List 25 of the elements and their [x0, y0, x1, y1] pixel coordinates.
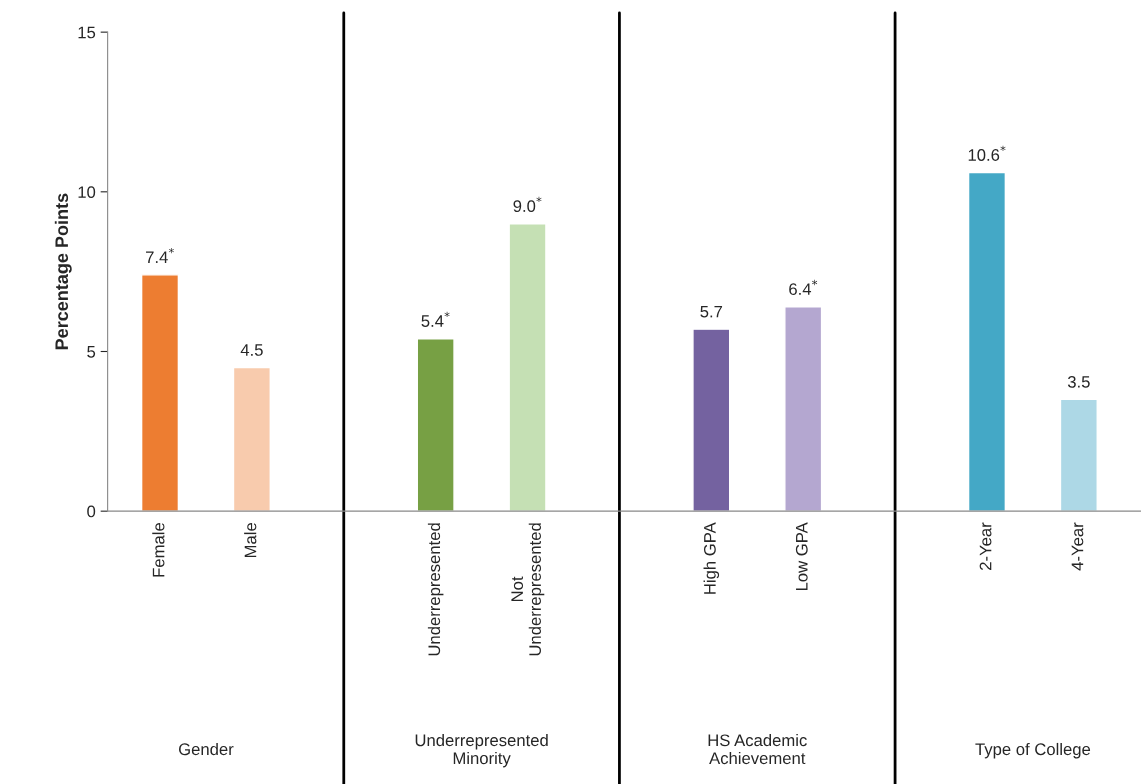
x-tick-label: Female: [152, 523, 165, 577]
y-tick-label: 10: [78, 186, 96, 199]
data-label: 9.0$^{*}$: [513, 196, 542, 212]
data-label: 5.7: [700, 305, 723, 318]
text: Underrepresented Minority: [415, 733, 548, 768]
data-label: 10.6$^{*}$: [968, 145, 1006, 161]
text: Gender: [178, 742, 234, 756]
x-tick-label: Male: [244, 523, 257, 558]
y-tick-label: 0: [87, 505, 96, 518]
y-tick-label: 15: [78, 26, 96, 39]
x-tick-label: High GPA: [703, 522, 720, 594]
x-tick-label: 4-Year: [1071, 522, 1084, 571]
text: Type of College: [975, 742, 1091, 759]
x-tick-label: Low GPA: [795, 522, 808, 591]
data-label: 3.5: [1067, 375, 1090, 388]
y-tick-label: 5: [87, 346, 96, 358]
x-tick-label: Not Underrepresented: [511, 523, 545, 656]
data-label: 7.4$^{*}$: [146, 247, 174, 263]
x-tick-label: Underrepresented: [427, 523, 444, 656]
y-axis-title: Percentage Points: [54, 193, 72, 350]
x-tick-label: 2-Year: [979, 522, 992, 570]
text: HS Academic Achievement: [708, 733, 807, 765]
data-label: 5.4$^{*}$: [421, 311, 450, 327]
data-label: 6.4$^{*}$: [789, 279, 818, 296]
data-label: 4.5: [240, 344, 263, 356]
